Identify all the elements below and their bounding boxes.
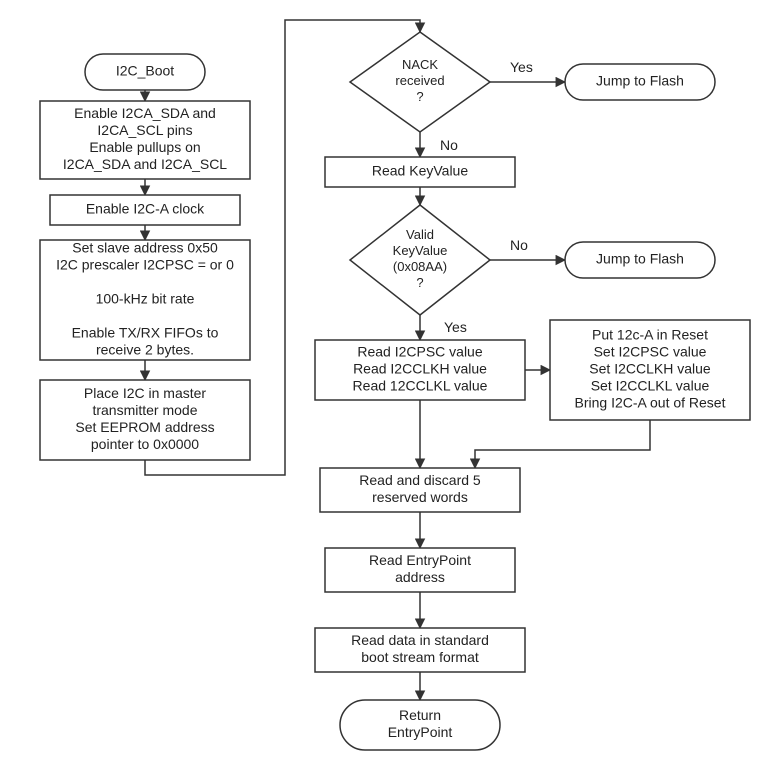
node-enable_pins-line-2: Enable pullups on [89,139,200,155]
node-entry_addr-line-0: Read EntryPoint [369,552,471,568]
node-read_vals-line-1: Read I2CCLKH value [353,360,487,376]
node-valid_key-line-2: (0x08AA) [393,259,447,274]
node-enable_clk-line-0: Enable I2C-A clock [86,200,205,216]
edge-label-8: No [510,237,528,253]
node-place_master-line-0: Place I2C in master [84,385,206,401]
node-set_addr-line-5: Enable TX/RX FIFOs to [72,324,219,340]
node-discard5-line-0: Read and discard 5 [359,472,481,488]
node-side_reset-line-2: Set I2CCLKH value [589,360,711,376]
node-nack-line-2: ? [416,89,423,104]
node-set_addr-line-0: Set slave address 0x50 [72,239,218,255]
node-place_master-line-1: transmitter mode [92,402,197,418]
edge-side_reset-to-discard5 [475,420,650,468]
node-read_vals-line-2: Read 12CCLKL value [353,377,488,393]
node-place_master-line-2: Set EEPROM address [75,419,214,435]
node-set_addr-line-1: I2C prescaler I2CPSC = or 0 [56,256,234,272]
node-side_reset-line-1: Set I2CPSC value [594,343,707,359]
node-read_stream-line-1: boot stream format [361,649,479,665]
node-discard5-line-1: reserved words [372,489,468,505]
node-enable_pins-line-1: I2CA_SCL pins [97,122,192,138]
node-return-line-0: Return [399,707,441,723]
node-return-line-1: EntryPoint [388,724,453,740]
node-valid_key-line-1: KeyValue [393,243,448,258]
node-enable_pins-line-3: I2CA_SDA and I2CA_SCL [63,156,227,172]
node-set_addr-line-6: receive 2 bytes. [96,341,194,357]
node-read_stream-line-0: Read data in standard [351,632,489,648]
node-read_key-line-0: Read KeyValue [372,162,468,178]
node-valid_key-line-0: Valid [406,227,434,242]
node-entry_addr-line-1: address [395,569,445,585]
node-jump1-line-0: Jump to Flash [596,72,684,88]
node-jump2-line-0: Jump to Flash [596,250,684,266]
node-read_vals-line-0: Read I2CPSC value [357,343,483,359]
node-enable_pins-line-0: Enable I2CA_SDA and [74,105,216,121]
node-start-line-0: I2C_Boot [116,62,174,78]
node-set_addr-line-3: 100-kHz bit rate [96,290,195,306]
edge-label-5: Yes [510,59,533,75]
node-place_master-line-3: pointer to 0x0000 [91,436,199,452]
node-side_reset-line-0: Put 12c-A in Reset [592,326,708,342]
node-nack-line-0: NACK [402,57,438,72]
node-nack-line-1: received [395,73,444,88]
node-valid_key-line-3: ? [416,275,423,290]
node-side_reset-line-3: Set I2CCLKL value [591,377,710,393]
node-side_reset-line-4: Bring I2C-A out of Reset [575,394,726,410]
edge-label-9: Yes [444,319,467,335]
edge-label-6: No [440,137,458,153]
